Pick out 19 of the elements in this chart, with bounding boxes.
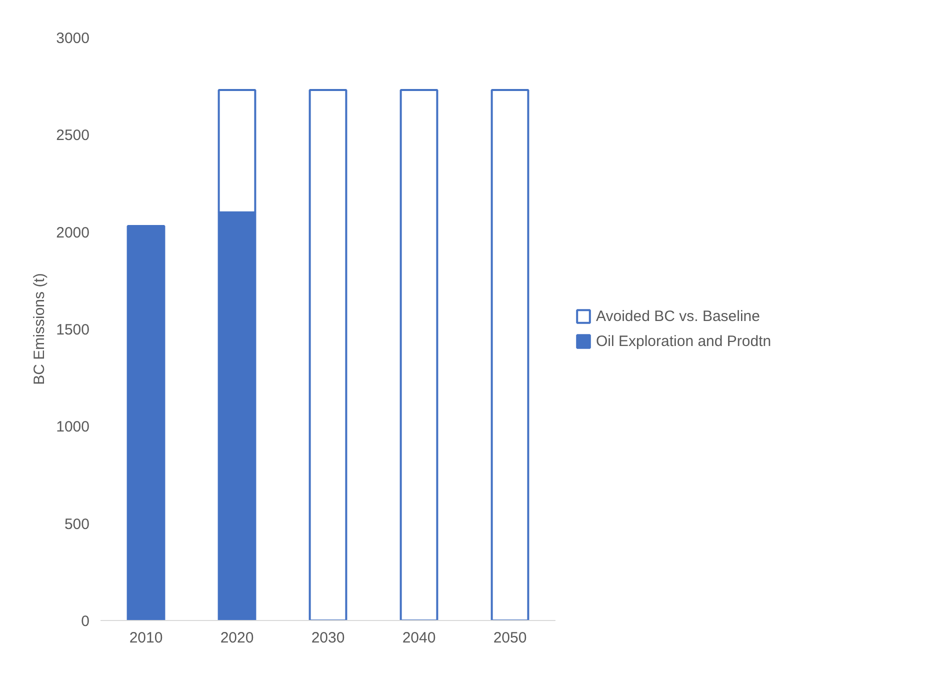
bar <box>400 88 438 620</box>
x-tick-label: 2010 <box>129 630 163 646</box>
x-tick-label: 2030 <box>311 630 345 646</box>
y-tick-label: 1500 <box>56 322 90 338</box>
y-tick-label: 0 <box>81 613 90 630</box>
y-axis-title: BC Emissions (t) <box>31 273 48 385</box>
legend-label: Avoided BC vs. Baseline <box>596 308 760 324</box>
bar <box>308 88 348 620</box>
bar <box>490 88 530 620</box>
y-tick-label: 3000 <box>56 30 90 47</box>
x-tick-label: 2040 <box>402 630 436 646</box>
x-tick-label: 2020 <box>220 630 254 646</box>
y-tick-label: 2000 <box>56 224 90 242</box>
x-tick-label: 2050 <box>493 630 527 646</box>
bar <box>126 225 166 620</box>
y-tick-label: 500 <box>64 516 90 533</box>
y-tick-label: 1000 <box>56 418 90 436</box>
legend-label: Oil Exploration and Prodtn <box>596 332 772 350</box>
y-tick-label: 2500 <box>56 127 90 144</box>
